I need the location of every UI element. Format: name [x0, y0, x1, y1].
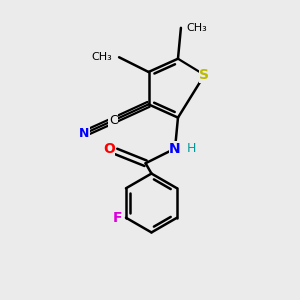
Text: N: N — [79, 127, 89, 140]
Text: F: F — [112, 211, 122, 225]
Text: S: S — [200, 68, 209, 82]
Text: C: C — [109, 114, 118, 127]
Text: CH₃: CH₃ — [92, 52, 112, 62]
Text: O: O — [103, 142, 115, 156]
Text: N: N — [169, 142, 181, 155]
Text: CH₃: CH₃ — [186, 23, 207, 33]
Text: H: H — [187, 142, 196, 155]
